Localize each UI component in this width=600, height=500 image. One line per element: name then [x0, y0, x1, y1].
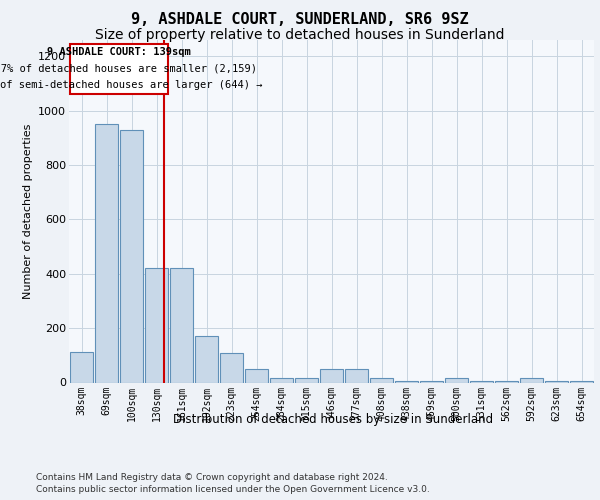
Bar — [495, 381, 518, 382]
Bar — [445, 378, 468, 382]
Text: Contains HM Land Registry data © Crown copyright and database right 2024.: Contains HM Land Registry data © Crown c… — [36, 472, 388, 482]
Bar — [570, 381, 593, 382]
Bar — [195, 336, 218, 382]
Bar — [70, 352, 93, 382]
Bar — [170, 268, 193, 382]
Bar — [270, 378, 293, 382]
Bar — [145, 268, 168, 382]
Bar — [345, 369, 368, 382]
FancyBboxPatch shape — [70, 44, 168, 94]
Bar — [320, 369, 343, 382]
Text: 9 ASHDALE COURT: 139sqm: 9 ASHDALE COURT: 139sqm — [47, 47, 191, 57]
Bar — [545, 381, 568, 382]
Bar — [420, 381, 443, 382]
Bar — [220, 352, 243, 382]
Text: 9, ASHDALE COURT, SUNDERLAND, SR6 9SZ: 9, ASHDALE COURT, SUNDERLAND, SR6 9SZ — [131, 12, 469, 28]
Text: Size of property relative to detached houses in Sunderland: Size of property relative to detached ho… — [95, 28, 505, 42]
Bar — [520, 378, 543, 382]
Text: ← 77% of detached houses are smaller (2,159): ← 77% of detached houses are smaller (2,… — [0, 64, 257, 74]
Y-axis label: Number of detached properties: Number of detached properties — [23, 124, 32, 299]
Text: Distribution of detached houses by size in Sunderland: Distribution of detached houses by size … — [173, 412, 493, 426]
Bar — [295, 378, 318, 382]
Text: 23% of semi-detached houses are larger (644) →: 23% of semi-detached houses are larger (… — [0, 80, 263, 90]
Bar — [395, 381, 418, 382]
Bar — [370, 378, 393, 382]
Bar — [470, 381, 493, 382]
Bar — [95, 124, 118, 382]
Text: Contains public sector information licensed under the Open Government Licence v3: Contains public sector information licen… — [36, 485, 430, 494]
Bar — [120, 130, 143, 382]
Bar — [245, 369, 268, 382]
